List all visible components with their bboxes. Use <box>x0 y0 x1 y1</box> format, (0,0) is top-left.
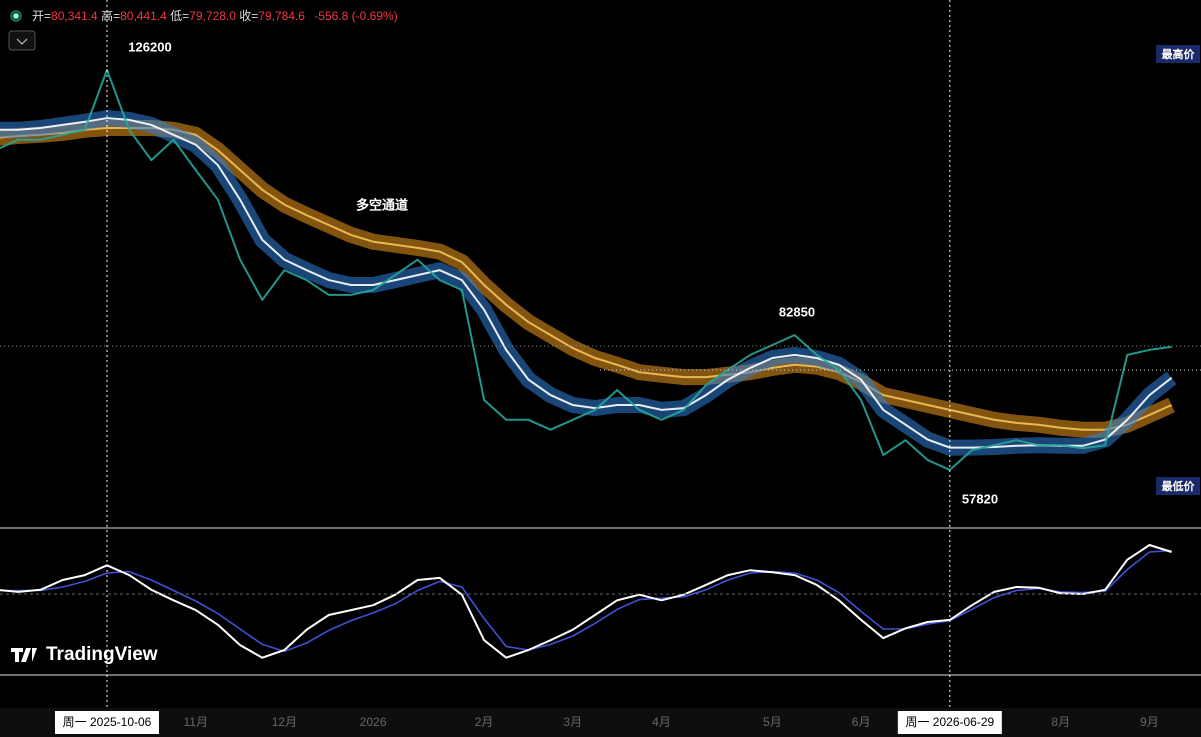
high-tag <box>1156 45 1200 63</box>
low-tag-label: 最低价 <box>1162 479 1196 493</box>
x-tick-label: 5月 <box>763 715 782 729</box>
x-tick-label: 2026 <box>360 715 387 729</box>
high-tag-label: 最高价 <box>1162 47 1196 61</box>
x-tick-label: 4月 <box>652 715 671 729</box>
logo: TradingView <box>11 644 158 665</box>
logo-mark <box>11 648 37 662</box>
x-tick-label: 周一 2025-10-06 <box>63 715 152 729</box>
ohlc: 开=80,341.4 高=80,441.4 低=79,728.0 收=79,78… <box>32 8 398 23</box>
open: 80,341.4 <box>51 9 98 23</box>
annotation: 57820 <box>962 491 998 506</box>
x-tick-label: 8月 <box>1051 715 1070 729</box>
collapse-icon <box>16 38 28 45</box>
x-tick-label: 2月 <box>475 715 494 729</box>
close-label: 收= <box>239 9 258 23</box>
close: 79,784.6 <box>258 9 305 23</box>
low-label: 低= <box>170 9 189 23</box>
change: -556.8 (-0.69%) <box>314 9 397 23</box>
plot-area <box>0 68 1177 659</box>
indicator-line <box>0 549 1172 653</box>
high: 80,441.4 <box>120 9 167 23</box>
x-tick-label: 11月 <box>183 715 207 729</box>
high-label: 高= <box>101 8 120 23</box>
x-tick-label: 9月 <box>1140 715 1159 729</box>
annotation: 82850 <box>779 304 815 319</box>
channel-center <box>0 127 1173 431</box>
x-tick-label: 12月 <box>272 715 297 729</box>
low: 79,728.0 <box>189 9 236 23</box>
annotation: 126200 <box>128 39 171 54</box>
date-box <box>897 711 1002 734</box>
low-tag <box>1156 477 1200 495</box>
time-axis <box>0 708 1201 737</box>
channel-center <box>0 117 1173 449</box>
price-line-series <box>0 68 1172 471</box>
date-box <box>55 711 159 734</box>
annotation: 多空通道 <box>356 197 408 212</box>
collapse-button[interactable] <box>8 30 36 51</box>
x-tick-label: 6月 <box>852 715 871 729</box>
x-tick-label: 周一 2026-06-29 <box>905 715 994 729</box>
indicator-line <box>0 544 1172 659</box>
logo-text: TradingView <box>46 644 158 665</box>
x-tick-label: 3月 <box>563 715 582 729</box>
status-dot <box>13 13 19 19</box>
open-label: 开= <box>32 9 51 23</box>
